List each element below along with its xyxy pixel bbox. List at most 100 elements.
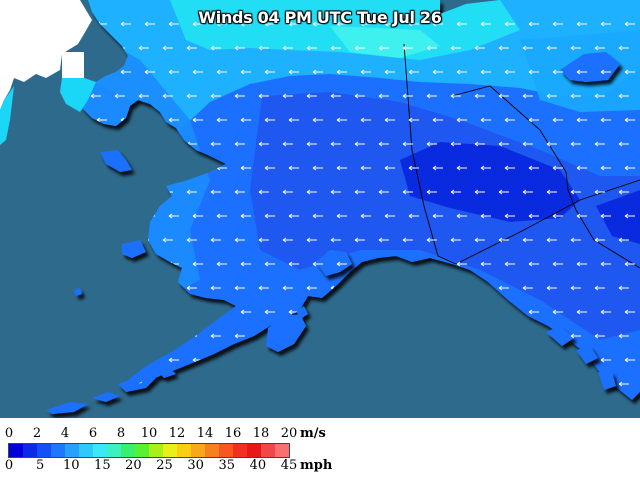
tick-label: 20 (280, 426, 298, 441)
wind-arrow (354, 237, 365, 243)
wind-arrow (192, 213, 203, 219)
wind-arrow (138, 45, 149, 51)
wind-arrow (528, 165, 539, 171)
wind-arrow (354, 45, 365, 51)
wind-arrow (618, 237, 629, 243)
wind-arrow (336, 69, 347, 75)
color-swatch (247, 444, 261, 457)
se-archipelago-1 (546, 326, 574, 346)
wind-arrow (234, 285, 245, 291)
wind-arrow (600, 165, 611, 171)
wind-arrow (306, 45, 317, 51)
wind-arrow (426, 45, 437, 51)
wind-arrow (234, 141, 245, 147)
wind-arrow (360, 21, 371, 27)
wind-arrow (450, 141, 461, 147)
wind-arrow (336, 117, 347, 123)
wind-arrow (528, 309, 539, 315)
wind-arrow (432, 213, 443, 219)
wind-arrow (96, 117, 107, 123)
wind-arrow (528, 117, 539, 123)
political-borders (403, 43, 640, 269)
tick-label: 10 (140, 426, 158, 441)
wind-arrow (624, 357, 635, 363)
wind-arrow (600, 117, 611, 123)
wind-arrow (408, 117, 419, 123)
wind-arrow (594, 237, 605, 243)
se-archipelago-3 (598, 372, 616, 390)
kodiak-island (266, 314, 306, 352)
color-swatch (79, 444, 93, 457)
wind-arrow (384, 165, 395, 171)
wind-arrow (618, 333, 629, 339)
color-swatch (135, 444, 149, 457)
wind-arrow (504, 117, 515, 123)
wind-arrow (576, 213, 587, 219)
wind-arrow (426, 93, 437, 99)
wind-arrow (354, 93, 365, 99)
russia-landmass (0, 0, 92, 110)
wind-arrow (594, 285, 605, 291)
wind-arrow (600, 357, 611, 363)
tick-label: 40 (249, 458, 267, 473)
wind-arrow (504, 69, 515, 75)
chukotka-cyan-coast (60, 78, 96, 112)
tick-label: 12 (168, 426, 186, 441)
color-swatch (219, 444, 233, 457)
wind-arrow (570, 189, 581, 195)
wind-arrow (210, 285, 221, 291)
wind-arrow (240, 117, 251, 123)
nunivak-island (122, 240, 146, 258)
ms-tick-labels: 0 2 4 6 8 10 12 14 16 18 20 (0, 426, 640, 442)
wind-arrow (474, 237, 485, 243)
wind-arrow (264, 21, 275, 27)
color-scale-bar (8, 443, 290, 458)
wind-arrow (330, 189, 341, 195)
wind-arrow (618, 189, 629, 195)
wind-arrow (282, 93, 293, 99)
wind-arrow (594, 93, 605, 99)
wind-arrow (216, 261, 227, 267)
wind-arrow (306, 285, 317, 291)
wind-arrow (192, 261, 203, 267)
wind-arrow (504, 261, 515, 267)
wind-arrow (384, 117, 395, 123)
wind-arrow (282, 45, 293, 51)
wind-arrow (240, 21, 251, 27)
alaska-canada-border (403, 43, 457, 265)
wind-arrow (402, 237, 413, 243)
wind-arrow (546, 93, 557, 99)
wind-arrow (192, 69, 203, 75)
wind-arrow (456, 165, 467, 171)
wind-arrow (312, 213, 323, 219)
wind-arrow (186, 93, 197, 99)
aleutian-chain-3 (46, 402, 88, 414)
wind-arrow (480, 117, 491, 123)
wind-arrow (432, 165, 443, 171)
wind-arrow (450, 93, 461, 99)
wind-arrow (432, 21, 443, 27)
wind-arrow (378, 141, 389, 147)
wind-arrow (528, 69, 539, 75)
wind-arrow (168, 213, 179, 219)
wind-arrow (426, 189, 437, 195)
tick-label: 35 (218, 458, 236, 473)
wind-arrow (240, 213, 251, 219)
wind-arrow (288, 213, 299, 219)
bc-yukon-border (455, 179, 640, 265)
wind-arrow (162, 45, 173, 51)
yukon-nwt-border (451, 85, 595, 241)
wind-arrow (210, 189, 221, 195)
wind-shading (76, 0, 640, 340)
tick-label: 8 (116, 426, 126, 441)
wind-arrow (552, 261, 563, 267)
wind-arrow (450, 189, 461, 195)
wind-arrow (552, 21, 563, 27)
pribilof-islands (74, 288, 82, 296)
wind-arrow (258, 45, 269, 51)
wind-arrow (474, 45, 485, 51)
wind-arrow (546, 141, 557, 147)
wind-arrow (330, 45, 341, 51)
wind-arrow (600, 69, 611, 75)
wind-arrow (354, 141, 365, 147)
